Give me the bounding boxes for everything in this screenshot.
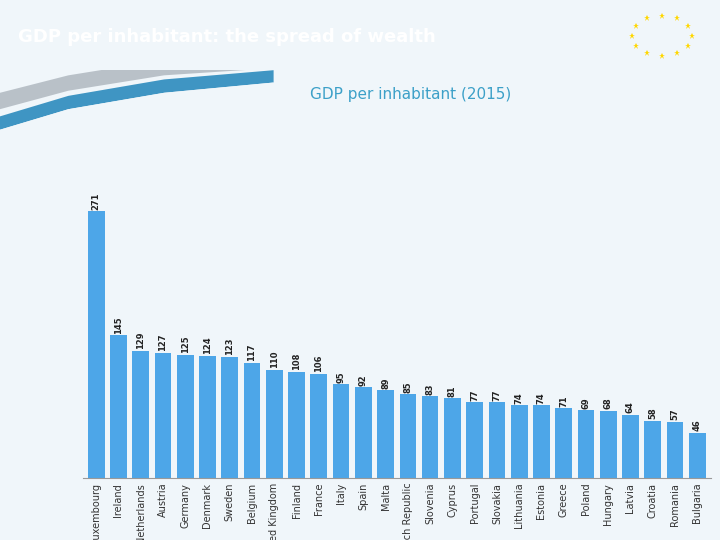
Bar — [467, 402, 483, 478]
Text: 129: 129 — [136, 332, 145, 349]
Bar — [199, 356, 216, 478]
Text: 117: 117 — [248, 344, 256, 361]
Bar — [132, 351, 149, 478]
Text: 85: 85 — [403, 381, 413, 393]
Bar — [622, 415, 639, 478]
Bar — [221, 357, 238, 478]
Text: GDP per inhabitant (2015): GDP per inhabitant (2015) — [310, 87, 511, 102]
Bar — [333, 384, 349, 478]
Bar — [600, 411, 616, 478]
Text: 127: 127 — [158, 334, 168, 352]
Text: 89: 89 — [381, 377, 390, 389]
Bar — [644, 421, 661, 478]
Bar — [110, 335, 127, 478]
Bar — [510, 405, 528, 478]
Text: 71: 71 — [559, 395, 568, 407]
Bar — [555, 408, 572, 478]
Text: 46: 46 — [693, 420, 702, 431]
Text: 95: 95 — [336, 372, 346, 383]
Text: GDP per inhabitant: the spread of wealth: GDP per inhabitant: the spread of wealth — [18, 28, 436, 45]
Bar — [88, 211, 104, 478]
Polygon shape — [0, 70, 274, 130]
Text: 58: 58 — [648, 408, 657, 420]
Bar — [667, 422, 683, 478]
Bar — [444, 398, 461, 478]
Text: 125: 125 — [181, 336, 189, 353]
Text: 68: 68 — [604, 398, 613, 409]
Text: 124: 124 — [203, 337, 212, 354]
Bar — [243, 363, 261, 478]
Text: 83: 83 — [426, 383, 435, 395]
Text: 77: 77 — [470, 389, 479, 401]
Text: 108: 108 — [292, 353, 301, 370]
Text: 123: 123 — [225, 338, 234, 355]
Text: 77: 77 — [492, 389, 501, 401]
Bar — [288, 372, 305, 478]
Text: 106: 106 — [315, 355, 323, 372]
Polygon shape — [0, 83, 274, 173]
Bar — [177, 355, 194, 478]
Bar — [266, 370, 283, 478]
Text: 271: 271 — [91, 192, 101, 210]
Polygon shape — [0, 55, 274, 109]
Bar — [400, 394, 416, 478]
Bar — [377, 390, 394, 478]
Bar — [422, 396, 438, 478]
Text: 69: 69 — [582, 397, 590, 409]
Bar — [533, 405, 550, 478]
Bar — [155, 353, 171, 478]
Bar — [577, 410, 594, 478]
Text: 81: 81 — [448, 385, 457, 397]
Text: 110: 110 — [270, 350, 279, 368]
Text: 57: 57 — [670, 409, 680, 420]
Text: 74: 74 — [537, 392, 546, 403]
Bar — [689, 433, 706, 478]
Bar — [489, 402, 505, 478]
Bar — [310, 374, 327, 478]
Text: 145: 145 — [114, 316, 123, 334]
Bar — [355, 387, 372, 478]
Text: 74: 74 — [515, 392, 523, 403]
Text: 92: 92 — [359, 374, 368, 386]
Text: 64: 64 — [626, 402, 635, 414]
